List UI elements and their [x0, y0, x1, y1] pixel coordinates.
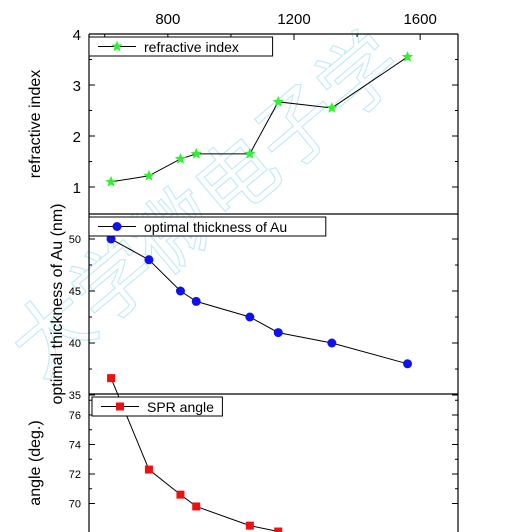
- data-point-bottom: [107, 374, 116, 383]
- x-tick-label-top: 1200: [277, 11, 310, 28]
- data-point-middle: [191, 296, 201, 306]
- y-axis-label-top: refractive index: [27, 70, 44, 179]
- data-point-bottom: [274, 527, 283, 532]
- data-point-top: [143, 169, 155, 181]
- data-point-middle: [106, 234, 116, 244]
- data-point-middle: [273, 328, 283, 338]
- y-tick-label-top: 4: [73, 27, 81, 44]
- y-tick-label-bottom: 76: [69, 410, 81, 422]
- data-point-top: [244, 147, 256, 159]
- y-tick-label-top: 2: [73, 129, 81, 146]
- data-point-bottom: [176, 490, 185, 499]
- legend-label-bottom: SPR angle: [147, 399, 214, 415]
- series-line-bottom: [110, 377, 279, 532]
- legend-marker-top: [111, 40, 123, 52]
- y-tick-label-bottom: 72: [69, 469, 81, 481]
- x-tick-label-top: 1600: [403, 11, 436, 28]
- y-tick-label-middle: 40: [69, 338, 81, 350]
- data-point-middle: [175, 286, 185, 296]
- data-point-top: [326, 102, 338, 113]
- x-tick-label-top: 800: [155, 11, 180, 28]
- y-tick-label-top: 1: [73, 180, 81, 197]
- data-point-middle: [327, 338, 337, 348]
- data-point-top: [190, 147, 202, 159]
- legend-marker-middle: [112, 222, 122, 231]
- legend-marker-bottom: [116, 402, 124, 411]
- legend-box-middle: [88, 216, 327, 237]
- y-tick-label-middle: 35: [69, 390, 81, 402]
- y-tick-label-bottom: 74: [69, 440, 81, 452]
- y-tick-label-middle: 50: [69, 234, 81, 246]
- data-point-top: [174, 152, 187, 164]
- data-point-bottom: [144, 465, 153, 474]
- legend-label-top: refractive index: [144, 39, 239, 55]
- data-point-top: [105, 175, 117, 187]
- data-point-bottom: [245, 521, 254, 530]
- y-tick-label-top: 3: [73, 78, 81, 95]
- data-point-top: [401, 51, 414, 62]
- legend-box-bottom: [91, 396, 223, 417]
- y-axis-label-bottom: angle (deg.): [27, 420, 44, 505]
- data-point-middle: [144, 255, 154, 265]
- data-point-middle: [403, 359, 413, 369]
- series-line-top: [110, 56, 408, 183]
- legend-box-top: [88, 36, 274, 57]
- chart-marks: refractive index optimal thickness of Au S…: [88, 36, 414, 532]
- data-point-top: [272, 95, 284, 107]
- legend-label-middle: optimal thickness of Au: [144, 219, 287, 235]
- data-point-bottom: [192, 502, 201, 511]
- y-tick-label-middle: 45: [69, 286, 81, 298]
- data-point-middle: [245, 312, 255, 322]
- y-tick-label-bottom: 70: [69, 499, 81, 511]
- y-axis-label-middle: optimal thickness of Au (nm): [49, 204, 66, 405]
- series-line-middle: [110, 238, 408, 365]
